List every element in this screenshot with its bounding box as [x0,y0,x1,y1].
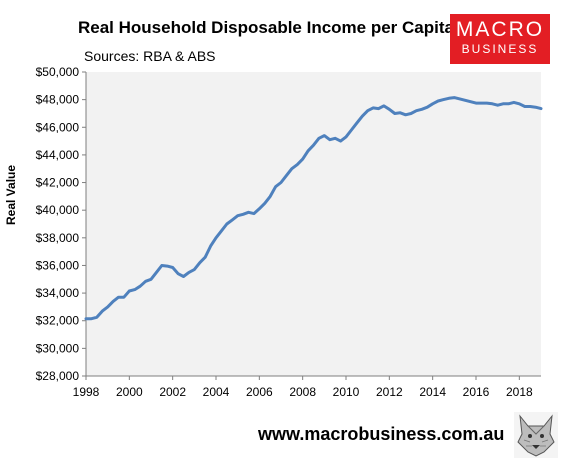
website-url: www.macrobusiness.com.au [258,424,505,444]
plot-area [86,72,541,376]
y-tick-label: $42,000 [36,176,80,190]
x-tick-label: 2012 [376,385,403,399]
series-line [84,96,543,321]
axes: $28,000 $30,000 $32,000 $34,000 $36,000 $38,0… [36,65,541,399]
chart-title: Real Household Disposable Income per Cap… [78,18,454,37]
y-tick-label: $46,000 [36,120,80,134]
macrobusiness-logo: MACRO BUSINESS [450,14,550,64]
y-tick-label: $40,000 [36,203,80,217]
y-tick-label: $32,000 [36,314,80,328]
x-tick-label: 2016 [463,385,490,399]
logo-line-1: MACRO [455,18,545,41]
x-tick-label: 2010 [333,385,360,399]
wolf-head-icon [514,412,558,458]
series-group [84,96,543,321]
x-tick-label: 2008 [289,385,316,399]
y-tick-label: $48,000 [36,93,80,107]
y-tick-label: $36,000 [36,258,80,272]
logo-line-2: BUSINESS [461,42,539,56]
chart-subtitle: Sources: RBA & ABS [84,48,216,64]
y-tick-label: $30,000 [36,341,80,355]
x-tick-label: 1998 [73,385,100,399]
x-tick-label: 2014 [419,385,446,399]
y-tick-label: $28,000 [36,369,80,383]
x-tick-label: 2002 [159,385,186,399]
x-tick-label: 2004 [203,385,230,399]
y-tick-label: $34,000 [36,286,80,300]
y-tick-label: $38,000 [36,231,80,245]
x-tick-label: 2018 [506,385,533,399]
y-tick-label: $44,000 [36,148,80,162]
x-tick-label: 2006 [246,385,273,399]
y-tick-label: $50,000 [36,65,80,79]
x-tick-label: 2000 [116,385,143,399]
